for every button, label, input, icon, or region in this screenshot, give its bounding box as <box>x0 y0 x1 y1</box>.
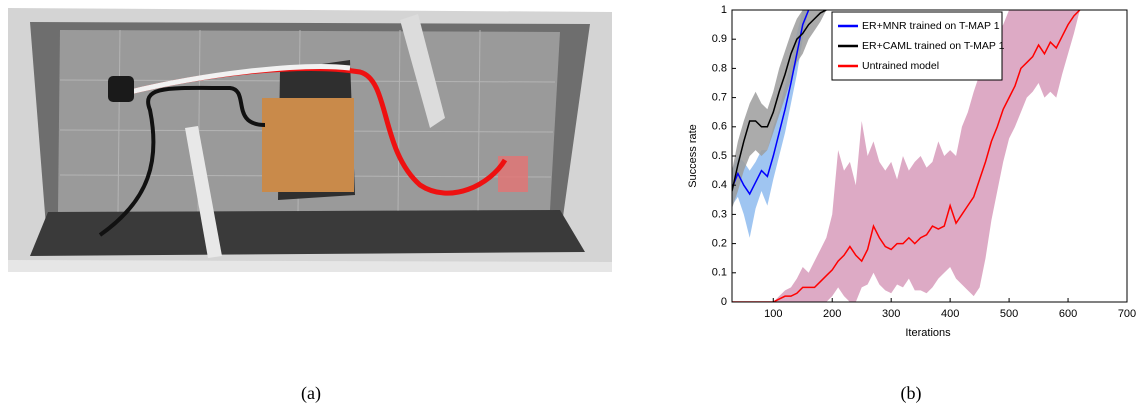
y-tick-label: 0.8 <box>712 62 727 74</box>
legend-label: ER+MNR trained on T-MAP 1 <box>862 20 1000 32</box>
x-tick-label: 400 <box>941 308 959 320</box>
y-tick-label: 0.7 <box>712 92 727 104</box>
y-tick-label: 0.3 <box>712 208 727 220</box>
line <box>732 10 827 192</box>
y-tick-label: 0 <box>721 296 727 308</box>
x-tick-label: 300 <box>882 308 900 320</box>
error-band <box>732 10 809 238</box>
x-tick-label: 200 <box>823 308 841 320</box>
error-band <box>732 10 827 209</box>
y-tick-label: 0.2 <box>712 238 727 250</box>
y-tick-label: 0.9 <box>712 33 727 45</box>
y-tick-label: 0.6 <box>712 121 727 133</box>
y-axis-label: Success rate <box>687 124 699 188</box>
x-tick-label: 600 <box>1059 308 1077 320</box>
y-tick-label: 1 <box>721 4 727 16</box>
legend-label: Untrained model <box>862 60 939 72</box>
legend-label: ER+CAML trained on T-MAP 1 <box>862 40 1005 52</box>
y-tick-label: 0.1 <box>712 267 727 279</box>
line <box>732 10 810 196</box>
plot <box>732 10 1081 302</box>
x-tick-label: 500 <box>1000 308 1018 320</box>
y-tick-label: 0.5 <box>712 150 727 162</box>
error-band <box>732 10 1080 302</box>
caption: (a) <box>301 383 321 404</box>
x-tick-label: 100 <box>764 308 782 320</box>
x-axis-label: Iterations <box>905 327 951 339</box>
legend-box <box>831 11 1003 81</box>
y-tick-label: 0.4 <box>712 179 727 191</box>
scene <box>8 8 612 272</box>
caption: (b) <box>901 383 922 404</box>
x-tick-label: 700 <box>1118 308 1136 320</box>
line <box>732 10 1081 302</box>
